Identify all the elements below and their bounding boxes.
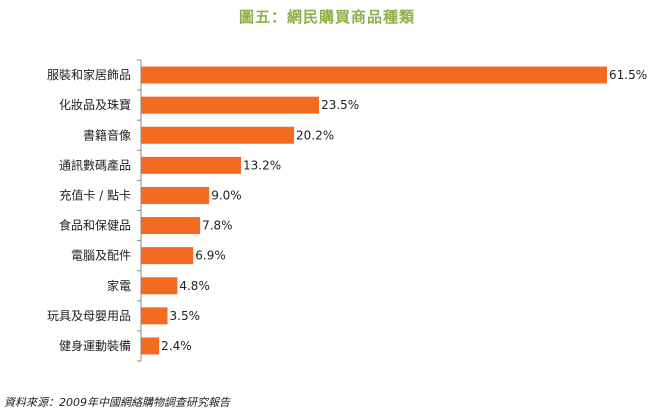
- value-label: 7.8%: [202, 219, 233, 233]
- value-label: 4.8%: [179, 279, 210, 293]
- bar: [141, 247, 194, 265]
- category-label: 玩具及母嬰用品: [47, 309, 131, 323]
- category-label: 服裝和家居飾品: [47, 67, 131, 82]
- category-label: 食品和保健品: [59, 218, 131, 233]
- bar: [141, 126, 295, 144]
- category-label: 充值卡 / 點卡: [59, 187, 131, 202]
- category-label: 家電: [107, 278, 131, 293]
- source-note: 資料來源：2009年中國網絡購物調查研究報告: [4, 396, 230, 409]
- category-label: 通訊數碼產品: [59, 157, 131, 172]
- value-label: 3.5%: [170, 309, 201, 323]
- category-label: 電腦及配件: [71, 248, 131, 263]
- value-label: 9.0%: [211, 188, 242, 202]
- bar: [141, 277, 178, 295]
- value-label: 61.5%: [609, 68, 647, 82]
- bar: [141, 186, 210, 204]
- value-label: 23.5%: [321, 98, 359, 112]
- category-label: 化妝品及珠寶: [59, 97, 131, 112]
- bar: [141, 337, 160, 355]
- category-label: 書籍音像: [83, 127, 131, 142]
- value-label: 20.2%: [296, 128, 334, 142]
- value-label: 13.2%: [243, 158, 281, 172]
- chart-title: 圖五：網民購買商品種類: [238, 8, 415, 26]
- value-label: 6.9%: [195, 249, 226, 263]
- value-label: 2.4%: [161, 339, 192, 353]
- bar: [141, 217, 201, 235]
- bar: [141, 156, 242, 174]
- bar: [141, 307, 168, 325]
- bar: [141, 96, 320, 114]
- category-label: 健身運動裝備: [59, 338, 131, 353]
- bar: [141, 66, 607, 84]
